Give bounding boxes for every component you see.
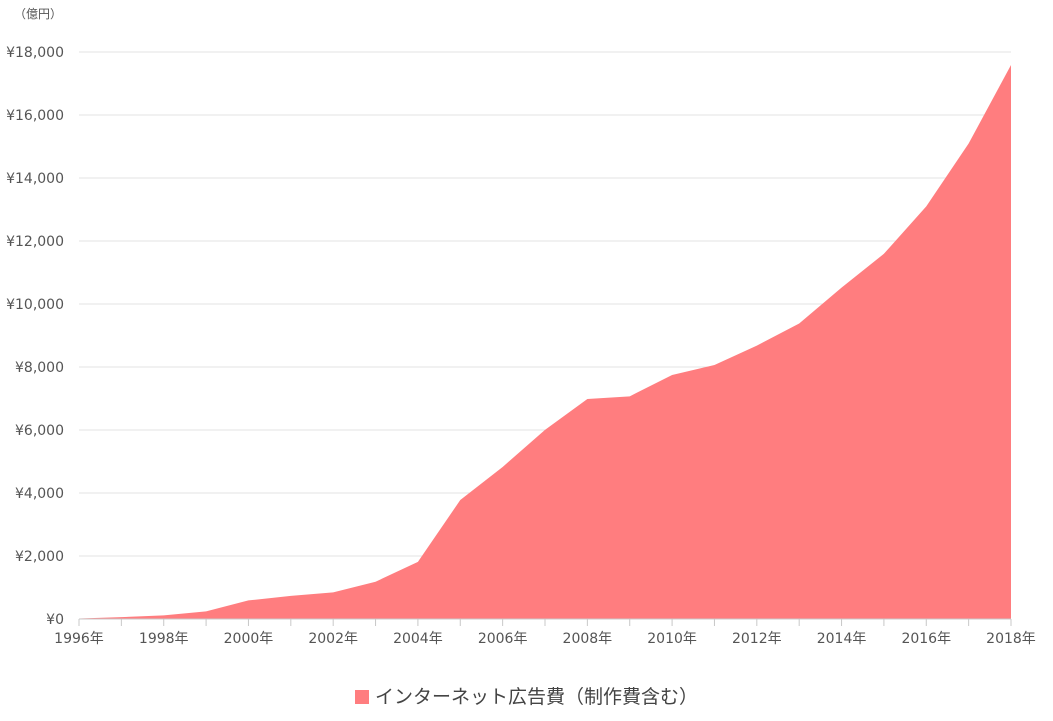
x-tick-label: 2002年 [308,631,358,647]
y-tick-label: ¥18,000 [6,45,64,61]
y-tick-label: ¥0 [46,612,64,628]
x-tick-label: 2012年 [732,631,782,647]
area-series [79,64,1011,619]
legend-label: インターネット広告費（制作費含む） [374,686,698,708]
x-axis [78,618,1012,626]
y-tick-label: ¥12,000 [6,234,64,250]
x-tick-label: 1996年 [54,631,104,647]
y-tick-label: ¥4,000 [15,486,64,502]
y-tick-label: ¥6,000 [15,423,64,439]
x-tick-label: 2014年 [817,631,867,647]
y-unit-label: （億円） [14,7,62,21]
x-tick-labels: 1996年 1998年 2000年 2002年 2004年 2006年 2008年 2010年… [54,631,1036,647]
x-tick-label: 2008年 [563,631,613,647]
x-tick-label: 2004年 [393,631,443,647]
legend-swatch [354,690,369,704]
y-tick-labels: ¥0 ¥2,000 ¥4,000 ¥6,000 ¥8,000 ¥10,000 ¥12,000… [6,45,64,628]
x-tick-label: 2000年 [224,631,274,647]
y-tick-label: ¥8,000 [15,360,64,376]
y-tick-label: ¥10,000 [6,297,64,313]
x-tick-label: 2010年 [647,631,697,647]
x-tick-label: 2018年 [986,631,1036,647]
y-tick-label: ¥16,000 [6,108,64,124]
x-tick-label: 2016年 [901,631,951,647]
y-tick-label: ¥2,000 [15,549,64,565]
grid-lines [79,51,1011,557]
legend: インターネット広告費（制作費含む） [0,682,1053,709]
x-tick-label: 1998年 [139,631,189,647]
y-tick-label: ¥14,000 [6,171,64,187]
area-series-layer [79,64,1011,619]
x-tick-label: 2006年 [478,631,528,647]
